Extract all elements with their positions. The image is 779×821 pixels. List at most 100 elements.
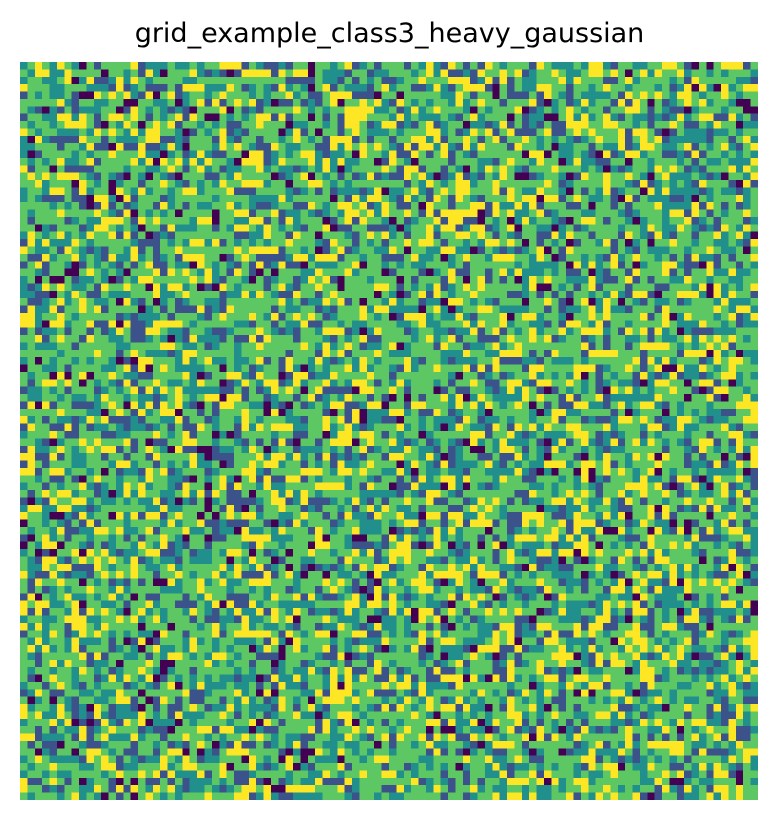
heatmap-cell xyxy=(654,209,663,218)
heatmap-cell xyxy=(425,394,434,402)
heatmap-cell xyxy=(728,231,736,240)
heatmap-cell xyxy=(484,106,493,114)
heatmap-cell xyxy=(337,224,345,232)
heatmap-cell xyxy=(477,298,485,306)
heatmap-cell xyxy=(588,150,596,158)
heatmap-cell xyxy=(721,253,729,262)
heatmap-cell xyxy=(433,253,441,262)
heatmap-cell xyxy=(662,157,670,166)
heatmap-cell xyxy=(396,283,404,291)
heatmap-cell xyxy=(293,209,301,218)
heatmap-cell xyxy=(448,172,456,181)
heatmap-cell xyxy=(588,106,596,114)
heatmap-cell xyxy=(632,62,640,70)
heatmap-cell xyxy=(455,327,463,336)
heatmap-cell xyxy=(278,106,286,114)
heatmap-cell xyxy=(160,76,168,85)
heatmap-cell xyxy=(315,91,323,99)
heatmap-cell xyxy=(425,371,434,380)
heatmap-cell xyxy=(197,401,205,409)
heatmap-cell xyxy=(662,106,670,114)
heatmap-cell xyxy=(197,209,205,218)
heatmap-cell xyxy=(684,357,692,365)
heatmap-cell xyxy=(698,342,707,350)
heatmap-cell xyxy=(352,394,360,402)
heatmap-cell xyxy=(27,76,35,85)
heatmap-cell xyxy=(625,335,633,343)
heatmap-cell xyxy=(278,386,286,395)
heatmap-cell xyxy=(270,135,279,144)
heatmap-cell xyxy=(256,135,264,144)
heatmap-cell xyxy=(499,224,508,232)
heatmap-cell xyxy=(174,268,183,277)
heatmap-cell xyxy=(484,349,493,358)
heatmap-cell xyxy=(93,312,102,321)
heatmap-cell xyxy=(610,364,618,373)
heatmap-cell xyxy=(315,394,323,402)
heatmap-cell xyxy=(138,401,146,409)
heatmap-cell xyxy=(403,335,412,343)
heatmap-cell xyxy=(64,327,72,336)
heatmap-cell xyxy=(108,187,116,195)
heatmap-cell xyxy=(93,202,102,210)
heatmap-cell xyxy=(507,143,515,151)
heatmap-cell xyxy=(256,386,264,395)
heatmap-cell xyxy=(632,69,640,77)
heatmap-cell xyxy=(433,202,441,210)
heatmap-cell xyxy=(455,135,463,144)
heatmap-cell xyxy=(322,401,331,409)
heatmap-cell xyxy=(270,416,279,424)
heatmap-cell xyxy=(721,305,729,313)
heatmap-cell xyxy=(167,76,176,85)
heatmap-cell xyxy=(499,172,508,181)
heatmap-cell xyxy=(352,98,360,107)
heatmap-cell xyxy=(211,76,220,85)
heatmap-cell xyxy=(521,216,530,225)
heatmap-cell xyxy=(411,180,419,188)
heatmap-cell xyxy=(248,253,257,262)
heatmap-cell xyxy=(20,416,28,424)
heatmap-cell xyxy=(713,180,722,188)
heatmap-cell xyxy=(403,312,412,321)
heatmap-cell xyxy=(721,135,729,144)
heatmap-cell xyxy=(337,371,345,380)
heatmap-cell xyxy=(514,357,522,365)
heatmap-cell xyxy=(543,128,552,136)
heatmap-cell xyxy=(189,320,198,328)
heatmap-cell xyxy=(617,283,626,291)
heatmap-cell xyxy=(625,180,633,188)
heatmap-cell xyxy=(27,423,35,432)
heatmap-cell xyxy=(241,246,249,254)
heatmap-cell xyxy=(403,371,412,380)
heatmap-cell xyxy=(713,342,722,350)
heatmap-cell xyxy=(529,143,537,151)
heatmap-cell xyxy=(293,69,301,77)
heatmap-cell xyxy=(558,342,567,350)
heatmap-cell xyxy=(204,327,212,336)
heatmap-cell xyxy=(49,268,57,277)
heatmap-cell xyxy=(256,276,264,284)
heatmap-cell xyxy=(197,69,205,77)
heatmap-cell xyxy=(595,143,604,151)
heatmap-cell xyxy=(455,298,463,306)
heatmap-cell xyxy=(521,121,530,129)
heatmap-cell xyxy=(115,69,124,77)
heatmap-cell xyxy=(462,253,471,262)
heatmap-cell xyxy=(359,253,367,262)
heatmap-cell xyxy=(174,135,183,144)
heatmap-cell xyxy=(204,401,212,409)
heatmap-cell xyxy=(234,298,242,306)
heatmap-cell xyxy=(684,246,692,254)
heatmap-cell xyxy=(455,246,463,254)
heatmap-cell xyxy=(389,231,397,240)
heatmap-cell xyxy=(256,113,264,122)
heatmap-cell xyxy=(706,261,714,269)
heatmap-cell xyxy=(278,194,286,203)
heatmap-cell xyxy=(625,386,633,395)
heatmap-cell xyxy=(595,216,604,225)
heatmap-cell xyxy=(234,187,242,195)
heatmap-cell xyxy=(278,172,286,181)
heatmap-cell xyxy=(440,180,449,188)
heatmap-cell xyxy=(389,298,397,306)
heatmap-cell xyxy=(676,298,685,306)
